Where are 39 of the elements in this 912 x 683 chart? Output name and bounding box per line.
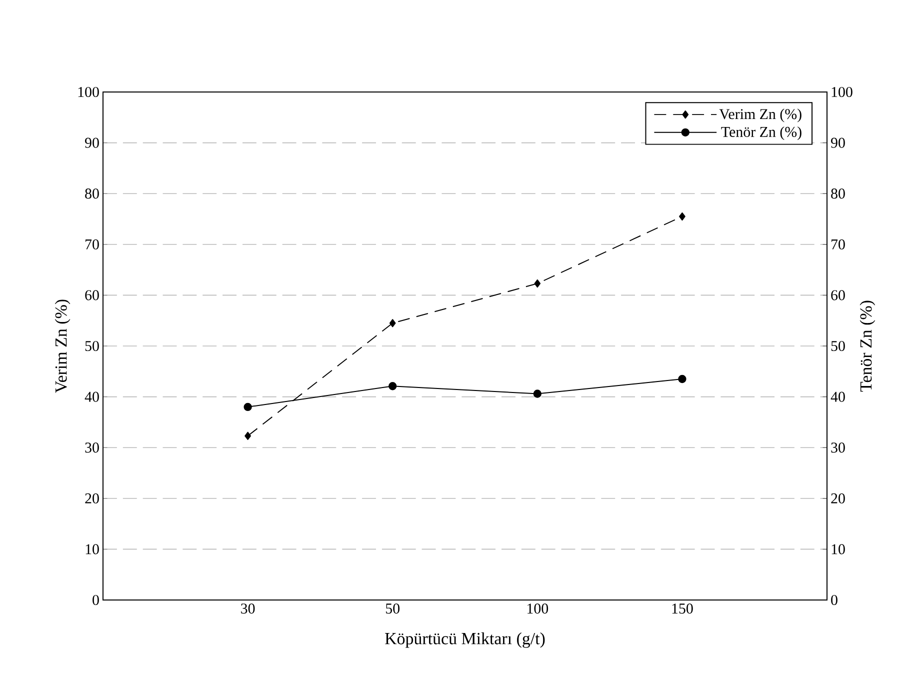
y-tick-label: 40: [84, 392, 99, 402]
point: [389, 319, 396, 328]
point: [244, 402, 252, 412]
y-tick-label: 80: [85, 188, 99, 199]
y2-tick-label: 30: [831, 442, 845, 453]
y2-tick-label: 20: [831, 493, 845, 504]
point: [679, 212, 686, 221]
point: [534, 279, 541, 288]
x-tick-label: 100: [528, 604, 548, 614]
point: [388, 382, 397, 390]
point: [244, 432, 251, 440]
y-axis-title: Verim Zn (%): [54, 300, 70, 393]
point: [533, 390, 542, 398]
y-tick-label: 70: [86, 239, 99, 250]
y2-tick-label: 100: [832, 86, 852, 98]
y-tick-label: 60: [85, 290, 99, 300]
y2-tick-label: 0: [831, 594, 838, 606]
y2-tick-label: 10: [832, 544, 845, 554]
y2-axis-title: Tenör Zn (%): [860, 300, 876, 392]
x-tick-label: 30: [241, 604, 255, 614]
y-tick-label: 100: [78, 86, 99, 98]
y-tick-label: 10: [86, 544, 99, 554]
point: [678, 374, 686, 384]
y2-tick-label: 60: [831, 290, 845, 300]
y2-tick-label: 50: [831, 340, 845, 352]
x-axis-title: Köpürtücü Miktarı (g/t): [385, 632, 545, 648]
legend-label: Verim Zn (%): [719, 108, 802, 122]
y-tick-label: 30: [85, 442, 99, 453]
y-tick-label: 20: [85, 493, 99, 504]
y-tick-label: 50: [85, 340, 99, 352]
y-tick-label: 0: [92, 594, 99, 606]
y2-tick-label: 40: [830, 392, 845, 402]
y2-tick-label: 80: [831, 188, 845, 199]
y2-tick-label: 70: [832, 239, 845, 250]
legend-label: Tenör Zn (%): [721, 126, 802, 140]
y-tick-label: 90: [85, 138, 99, 148]
x-tick-label: 50: [386, 604, 400, 614]
x-tick-label: 150: [672, 604, 693, 614]
y2-tick-label: 90: [831, 138, 845, 148]
